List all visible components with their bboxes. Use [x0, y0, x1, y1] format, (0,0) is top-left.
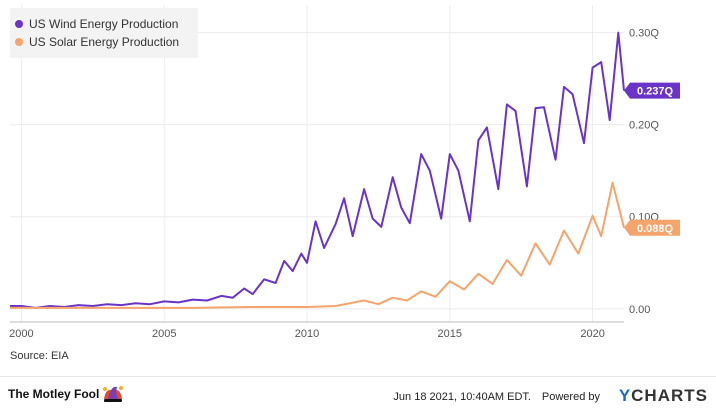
last-value-badge-1: 0.088Q: [624, 219, 680, 236]
last-value-badge-0: 0.237Q: [624, 82, 680, 99]
legend-label: US Wind Energy Production: [29, 17, 178, 31]
last-value-label: 0.237Q: [637, 86, 674, 98]
legend: US Wind Energy Production US Solar Energy…: [10, 8, 198, 58]
series-line-1: [10, 181, 625, 309]
x-tick-label: 2020: [580, 328, 604, 340]
timestamp: Jun 18 2021, 10:40AM EDT.: [393, 391, 531, 403]
ycharts-logo: YCHARTS: [619, 386, 708, 406]
ycharts-wordmark: CHARTS: [631, 386, 708, 405]
jester-hat-icon: [103, 386, 124, 402]
source-note: Source: EIA: [10, 350, 69, 362]
legend-label: US Solar Energy Production: [29, 35, 179, 49]
y-tick-label: 0.00: [629, 304, 650, 316]
powered-by-label: Powered by: [541, 391, 600, 403]
brand-label: The Motley Fool: [8, 387, 100, 401]
x-tick-label: 2010: [295, 328, 319, 340]
ycharts-y: Y: [618, 386, 632, 405]
motley-fool-logo: The Motley Fool: [8, 383, 124, 405]
x-tick-label: 2000: [9, 328, 33, 340]
legend-marker: [15, 20, 23, 28]
end-labels: 0.237Q 0.088Q: [624, 82, 680, 236]
legend-box: [10, 8, 198, 58]
series-layer: [10, 31, 625, 309]
y-tick-label: 0.20Q: [629, 120, 659, 132]
legend-marker: [15, 38, 23, 46]
y-tick-label: 0.30Q: [629, 28, 659, 40]
x-tick-label: 2005: [152, 328, 176, 340]
series-line-0: [10, 31, 625, 309]
footer-divider: [0, 376, 716, 377]
x-tick-label: 2015: [438, 328, 462, 340]
last-value-label: 0.088Q: [637, 223, 674, 235]
